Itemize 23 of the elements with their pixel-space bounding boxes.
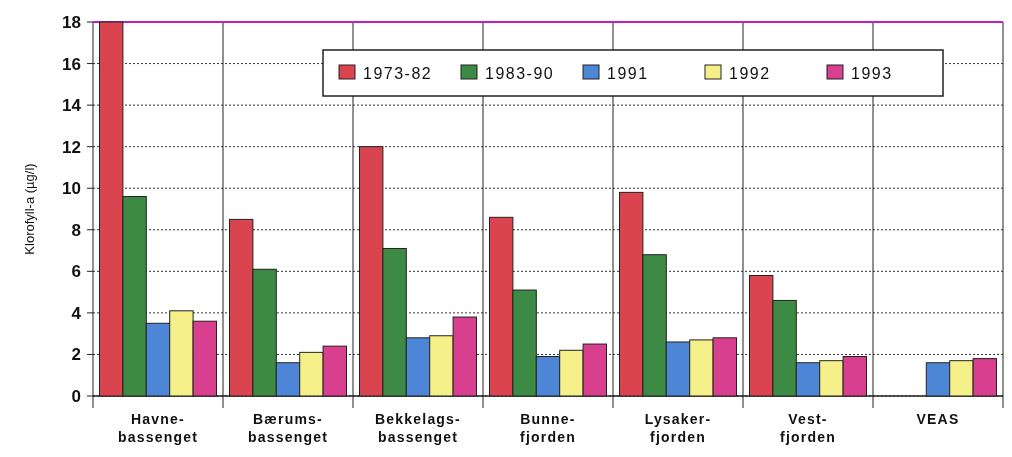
y-tick-label: 0	[71, 386, 81, 406]
y-tick-label: 14	[62, 96, 82, 116]
x-tick-label: Havne- bassenget	[117, 411, 199, 445]
x-tick-label: Lysaker- fjorden	[644, 411, 712, 445]
y-tick-label: 2	[71, 345, 81, 365]
y-tick-label: 18	[62, 12, 81, 32]
y-tick-label: 10	[62, 179, 81, 199]
x-tick-label: Bunne- fjorden	[520, 411, 576, 445]
y-tick-label: 8	[71, 220, 81, 240]
x-tick-label: VEAS	[916, 411, 960, 427]
legend-label: 1983-90	[485, 64, 555, 82]
y-tick-label: 12	[62, 137, 81, 157]
legend-label: 1973-82	[363, 64, 433, 82]
y-axis-title: Klorofyll-a (µg/l)	[22, 163, 37, 255]
y-tick-label: 16	[62, 54, 81, 74]
legend-label: 1993	[851, 64, 893, 82]
legend-label: 1992	[729, 64, 771, 82]
x-tick-label: Bærums- bassenget	[247, 411, 329, 445]
legend-label: 1991	[607, 64, 649, 82]
x-tick-label: Bekkelags- bassenget	[375, 411, 461, 445]
y-tick-label: 6	[71, 262, 81, 282]
x-tick-label: Vest- fjorden	[780, 411, 836, 445]
y-tick-label: 4	[71, 303, 82, 323]
